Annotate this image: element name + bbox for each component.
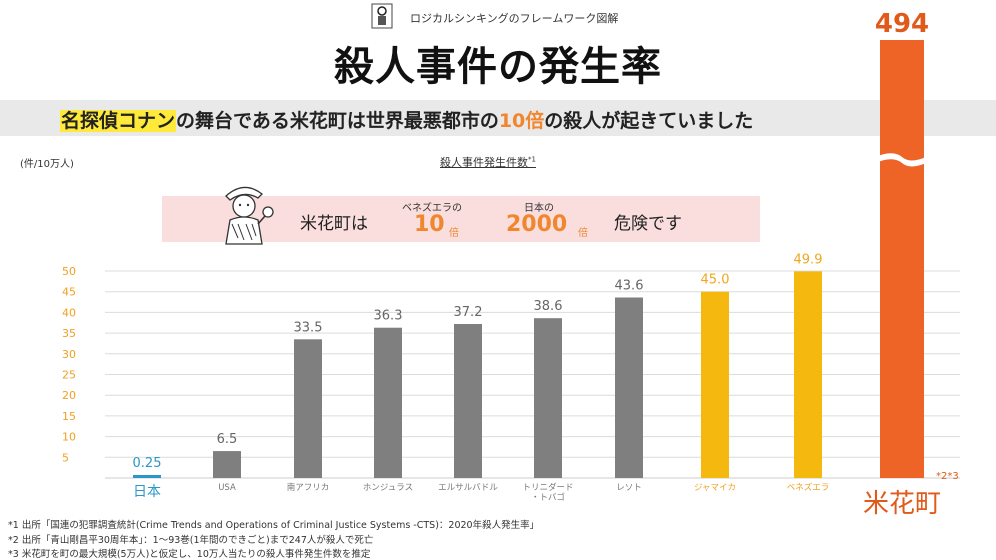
callout-lead: 米花町は	[300, 214, 368, 234]
callout-venezuela-value: 10	[414, 212, 445, 237]
category-label: 南アフリカ	[287, 482, 330, 493]
category-label: レソト	[616, 483, 642, 493]
y-tick-label: 50	[62, 265, 76, 278]
beika-footnote-marker: *2*3	[936, 471, 959, 482]
callout-japan-unit: 倍	[578, 228, 588, 239]
bar	[615, 297, 643, 478]
category-label: 米花町	[863, 489, 941, 519]
bar-value-label: 38.6	[534, 299, 563, 314]
footnote-1: *1 出所「国連の犯罪調査統計(Crime Trends and Operati…	[8, 520, 540, 531]
page-title: 殺人事件の発生率	[334, 44, 662, 90]
footnote-2: *2 出所「青山剛昌平30周年本」：1～93巻(1年間のできごと)まで247人が…	[8, 535, 374, 546]
subtitle-highlight-10x: 10倍	[498, 110, 545, 132]
bar-value-label: 33.5	[294, 320, 323, 335]
y-tick-label: 35	[62, 327, 76, 340]
callout-venezuela-unit: 倍	[449, 228, 459, 239]
subtitle-text-2: の殺人が起きていました	[544, 110, 754, 132]
y-tick-label: 40	[62, 306, 76, 319]
y-tick-label: 45	[62, 286, 76, 299]
y-tick-label: 10	[62, 431, 76, 444]
bar-value-label: 45.0	[701, 273, 730, 288]
category-label: ・トバゴ	[531, 492, 565, 503]
bars	[133, 40, 926, 478]
subtitle: 名探偵コナンの舞台である米花町は世界最悪都市の10倍の殺人が起きていました	[60, 106, 753, 133]
bar	[794, 271, 822, 478]
chart-title: 殺人事件発生件数*1	[440, 154, 536, 170]
bar	[880, 40, 924, 478]
callout-japan-label: 日本の	[524, 203, 554, 214]
footnote-3: *3 米花町を町の最大規模(5万人)と仮定し、10万人当たりの殺人事件発生件数を…	[8, 549, 371, 560]
callout-venezuela-label: ベネズエラの	[402, 203, 462, 214]
bar-labels: 5 10 15 20 25 30 35 40 45 50 0.25 日本 6.5 USA 33.5 南アフリカ…	[62, 9, 941, 519]
y-tick-label: 15	[62, 410, 76, 423]
axis-break-mark	[878, 153, 926, 167]
bar-value-label: 0.25	[133, 456, 162, 471]
bar	[701, 291, 729, 478]
chart-title-note: *1	[528, 155, 536, 164]
bar-value-label: 36.3	[374, 309, 403, 324]
y-tick-label: 5	[62, 451, 69, 464]
category-label: ベネズエラ	[787, 482, 830, 493]
category-label: エルサルバドル	[438, 483, 498, 493]
y-tick-label: 30	[62, 348, 76, 361]
bar-value-label: 43.6	[615, 278, 644, 293]
category-label: トリニダード	[522, 482, 573, 493]
y-axis-unit-label: (件/10万人)	[20, 159, 74, 170]
stick-figure-icon	[370, 2, 394, 30]
bar	[133, 475, 161, 478]
bar	[213, 451, 241, 478]
chart-title-text: 殺人事件発生件数	[440, 156, 528, 169]
bar	[374, 327, 402, 478]
bar-value-label: 494	[875, 9, 929, 39]
category-label: USA	[218, 483, 236, 493]
detective-icon	[208, 178, 280, 252]
bar	[534, 318, 562, 478]
subtitle-text-1: の舞台である米花町は世界最悪都市の	[176, 110, 499, 132]
y-tick-label: 25	[62, 369, 76, 382]
y-tick-label: 20	[62, 389, 76, 402]
series-label: ロジカルシンキングのフレームワーク図解	[410, 12, 619, 25]
callout-end: 危険です	[614, 214, 682, 234]
category-label: 日本	[133, 484, 161, 500]
bar-value-label: 37.2	[454, 305, 483, 320]
subtitle-highlight-conan: 名探偵コナン	[60, 110, 177, 132]
callout-japan-value: 2000	[506, 212, 568, 237]
category-label: ホンジュラス	[363, 483, 413, 493]
bar-value-label: 49.9	[794, 252, 823, 267]
category-label: ジャマイカ	[694, 483, 736, 493]
bar-value-label: 6.5	[217, 432, 238, 447]
bar	[454, 323, 482, 478]
bar	[294, 339, 322, 478]
